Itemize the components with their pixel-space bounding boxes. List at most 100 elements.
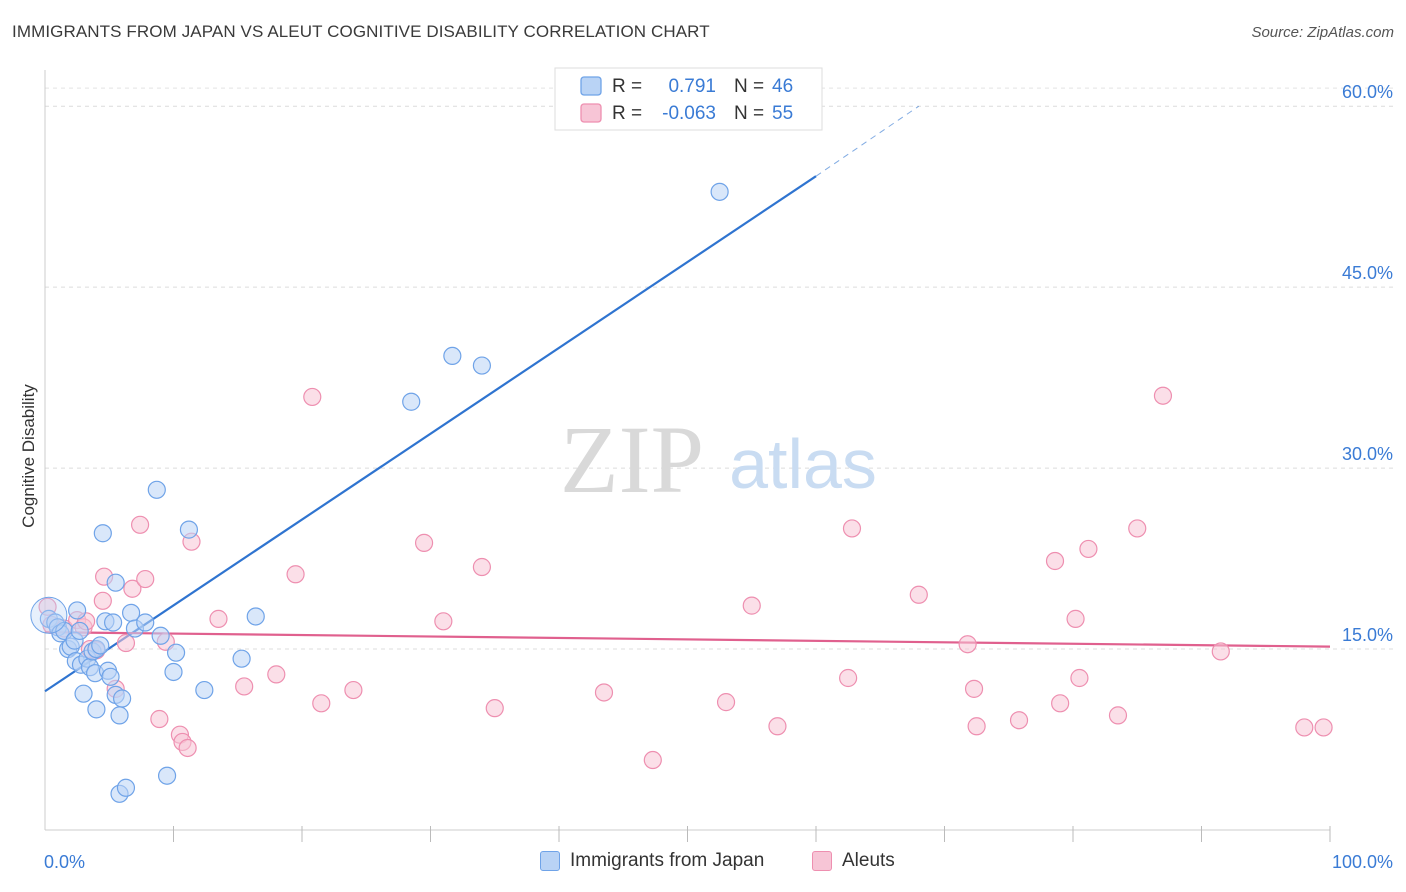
aleuts-point bbox=[643, 750, 662, 770]
aleuts-point bbox=[93, 591, 112, 610]
y-tick-label: 60.0% bbox=[1342, 82, 1393, 102]
aleuts-point bbox=[485, 699, 504, 718]
japan-point bbox=[232, 649, 251, 668]
watermark-zip: ZIP bbox=[560, 406, 704, 513]
axes bbox=[44, 70, 1331, 842]
japan-point bbox=[402, 392, 421, 411]
trend-lines bbox=[44, 105, 1331, 693]
y-tick-label: 30.0% bbox=[1342, 444, 1393, 464]
aleuts-point bbox=[286, 565, 305, 584]
aleuts-point bbox=[1211, 642, 1230, 661]
legend-n-label-1: N = bbox=[734, 76, 764, 97]
japan-point bbox=[166, 643, 186, 662]
chart-title: IMMIGRANTS FROM JAPAN VS ALEUT COGNITIVE… bbox=[12, 22, 710, 41]
legend-n-value-2: 55 bbox=[772, 103, 793, 124]
japan-point bbox=[91, 636, 110, 655]
legend-r-value-2: -0.063 bbox=[662, 103, 716, 124]
japan-point bbox=[93, 524, 112, 543]
grid-lines bbox=[45, 87, 1395, 650]
legend-label-aleuts: Aleuts bbox=[842, 850, 895, 871]
aleuts-point bbox=[958, 635, 977, 654]
legend-r-value-1: 0.791 bbox=[668, 76, 716, 97]
aleuts-point bbox=[267, 665, 286, 684]
japan-point bbox=[101, 667, 120, 686]
japan-point bbox=[710, 182, 729, 201]
aleuts-point bbox=[116, 633, 136, 653]
aleuts-point bbox=[768, 717, 787, 736]
aleuts-point bbox=[1051, 694, 1070, 713]
aleuts-point bbox=[123, 579, 142, 598]
japan-trend-line bbox=[44, 175, 817, 693]
x-tick-label: 0.0% bbox=[44, 852, 85, 872]
aleuts-point bbox=[472, 557, 491, 577]
japan-point bbox=[74, 684, 93, 703]
aleuts-point bbox=[235, 677, 254, 696]
japan-point bbox=[30, 596, 68, 634]
japan-point bbox=[112, 689, 132, 708]
aleuts-trend-line bbox=[44, 631, 1331, 648]
aleuts-point bbox=[150, 709, 169, 729]
aleuts-point bbox=[964, 679, 984, 698]
aleuts-point bbox=[136, 569, 155, 589]
legend-item-aleuts: Aleuts bbox=[812, 850, 895, 872]
legend-swatch-aleuts bbox=[580, 103, 602, 123]
japan-point bbox=[151, 626, 170, 645]
japan-point bbox=[246, 607, 265, 626]
aleuts-point bbox=[909, 585, 928, 604]
y-tick-label: 15.0% bbox=[1342, 625, 1393, 645]
aleuts-point bbox=[1108, 706, 1128, 725]
japan-point bbox=[164, 662, 183, 682]
aleuts-point bbox=[312, 694, 331, 713]
japan-point bbox=[104, 613, 123, 632]
japan-point bbox=[136, 613, 155, 632]
legend-bottom: Immigrants from Japan Aleuts bbox=[0, 850, 1406, 880]
japan-point bbox=[195, 680, 214, 700]
legend-swatch-japan bbox=[580, 76, 602, 96]
watermark: ZIP atlas bbox=[560, 406, 877, 513]
aleuts-point bbox=[1045, 551, 1065, 571]
legend-r-label-1: R = bbox=[612, 76, 642, 97]
aleuts-point bbox=[130, 515, 150, 534]
aleuts-point bbox=[1314, 718, 1333, 737]
japan-trend-extension bbox=[815, 105, 920, 177]
legend-label-japan: Immigrants from Japan bbox=[570, 850, 765, 871]
aleuts-point bbox=[303, 387, 322, 407]
japan-point bbox=[147, 480, 166, 499]
legend-n-label-2: N = bbox=[734, 103, 764, 124]
japan-point bbox=[443, 346, 462, 366]
aleuts-point bbox=[1128, 519, 1147, 538]
aleuts-point bbox=[344, 680, 363, 700]
japan-point bbox=[110, 706, 129, 725]
y-axis-label: Cognitive Disability bbox=[19, 384, 38, 528]
japan-point bbox=[68, 601, 87, 620]
japan-point bbox=[157, 766, 177, 785]
legend-swatch-aleuts bbox=[812, 851, 832, 871]
aleuts-point bbox=[839, 668, 858, 688]
aleuts-point bbox=[209, 609, 228, 628]
legend-item-japan: Immigrants from Japan bbox=[540, 850, 764, 872]
aleuts-point bbox=[594, 683, 614, 702]
source-label: Source: ZipAtlas.com bbox=[1251, 24, 1394, 41]
aleuts-point bbox=[716, 693, 736, 712]
japan-point bbox=[179, 520, 199, 539]
aleuts-point bbox=[434, 612, 453, 631]
japan-point bbox=[116, 778, 136, 797]
y-tick-label: 45.0% bbox=[1342, 263, 1393, 283]
watermark-atlas: atlas bbox=[729, 425, 877, 503]
legend-swatch-japan bbox=[540, 851, 560, 871]
tick-labels: 15.0% 30.0% 45.0% 60.0% 0.0% 100.0% bbox=[44, 82, 1393, 872]
aleuts-point bbox=[1079, 539, 1098, 559]
aleuts-point bbox=[414, 533, 434, 552]
aleuts-point bbox=[967, 717, 986, 736]
japan-point bbox=[472, 356, 491, 375]
aleuts-point bbox=[178, 738, 197, 758]
legend-r-label-2: R = bbox=[612, 103, 642, 124]
aleuts-point bbox=[1153, 386, 1173, 405]
japan-point bbox=[87, 700, 106, 719]
legend-n-value-1: 46 bbox=[772, 76, 793, 97]
x-tick-label: 100.0% bbox=[1332, 852, 1393, 872]
japan-point bbox=[106, 573, 125, 592]
aleuts-point bbox=[742, 596, 761, 615]
legend-top: R = 0.791 N = 46 R = -0.063 N = 55 bbox=[554, 67, 823, 131]
